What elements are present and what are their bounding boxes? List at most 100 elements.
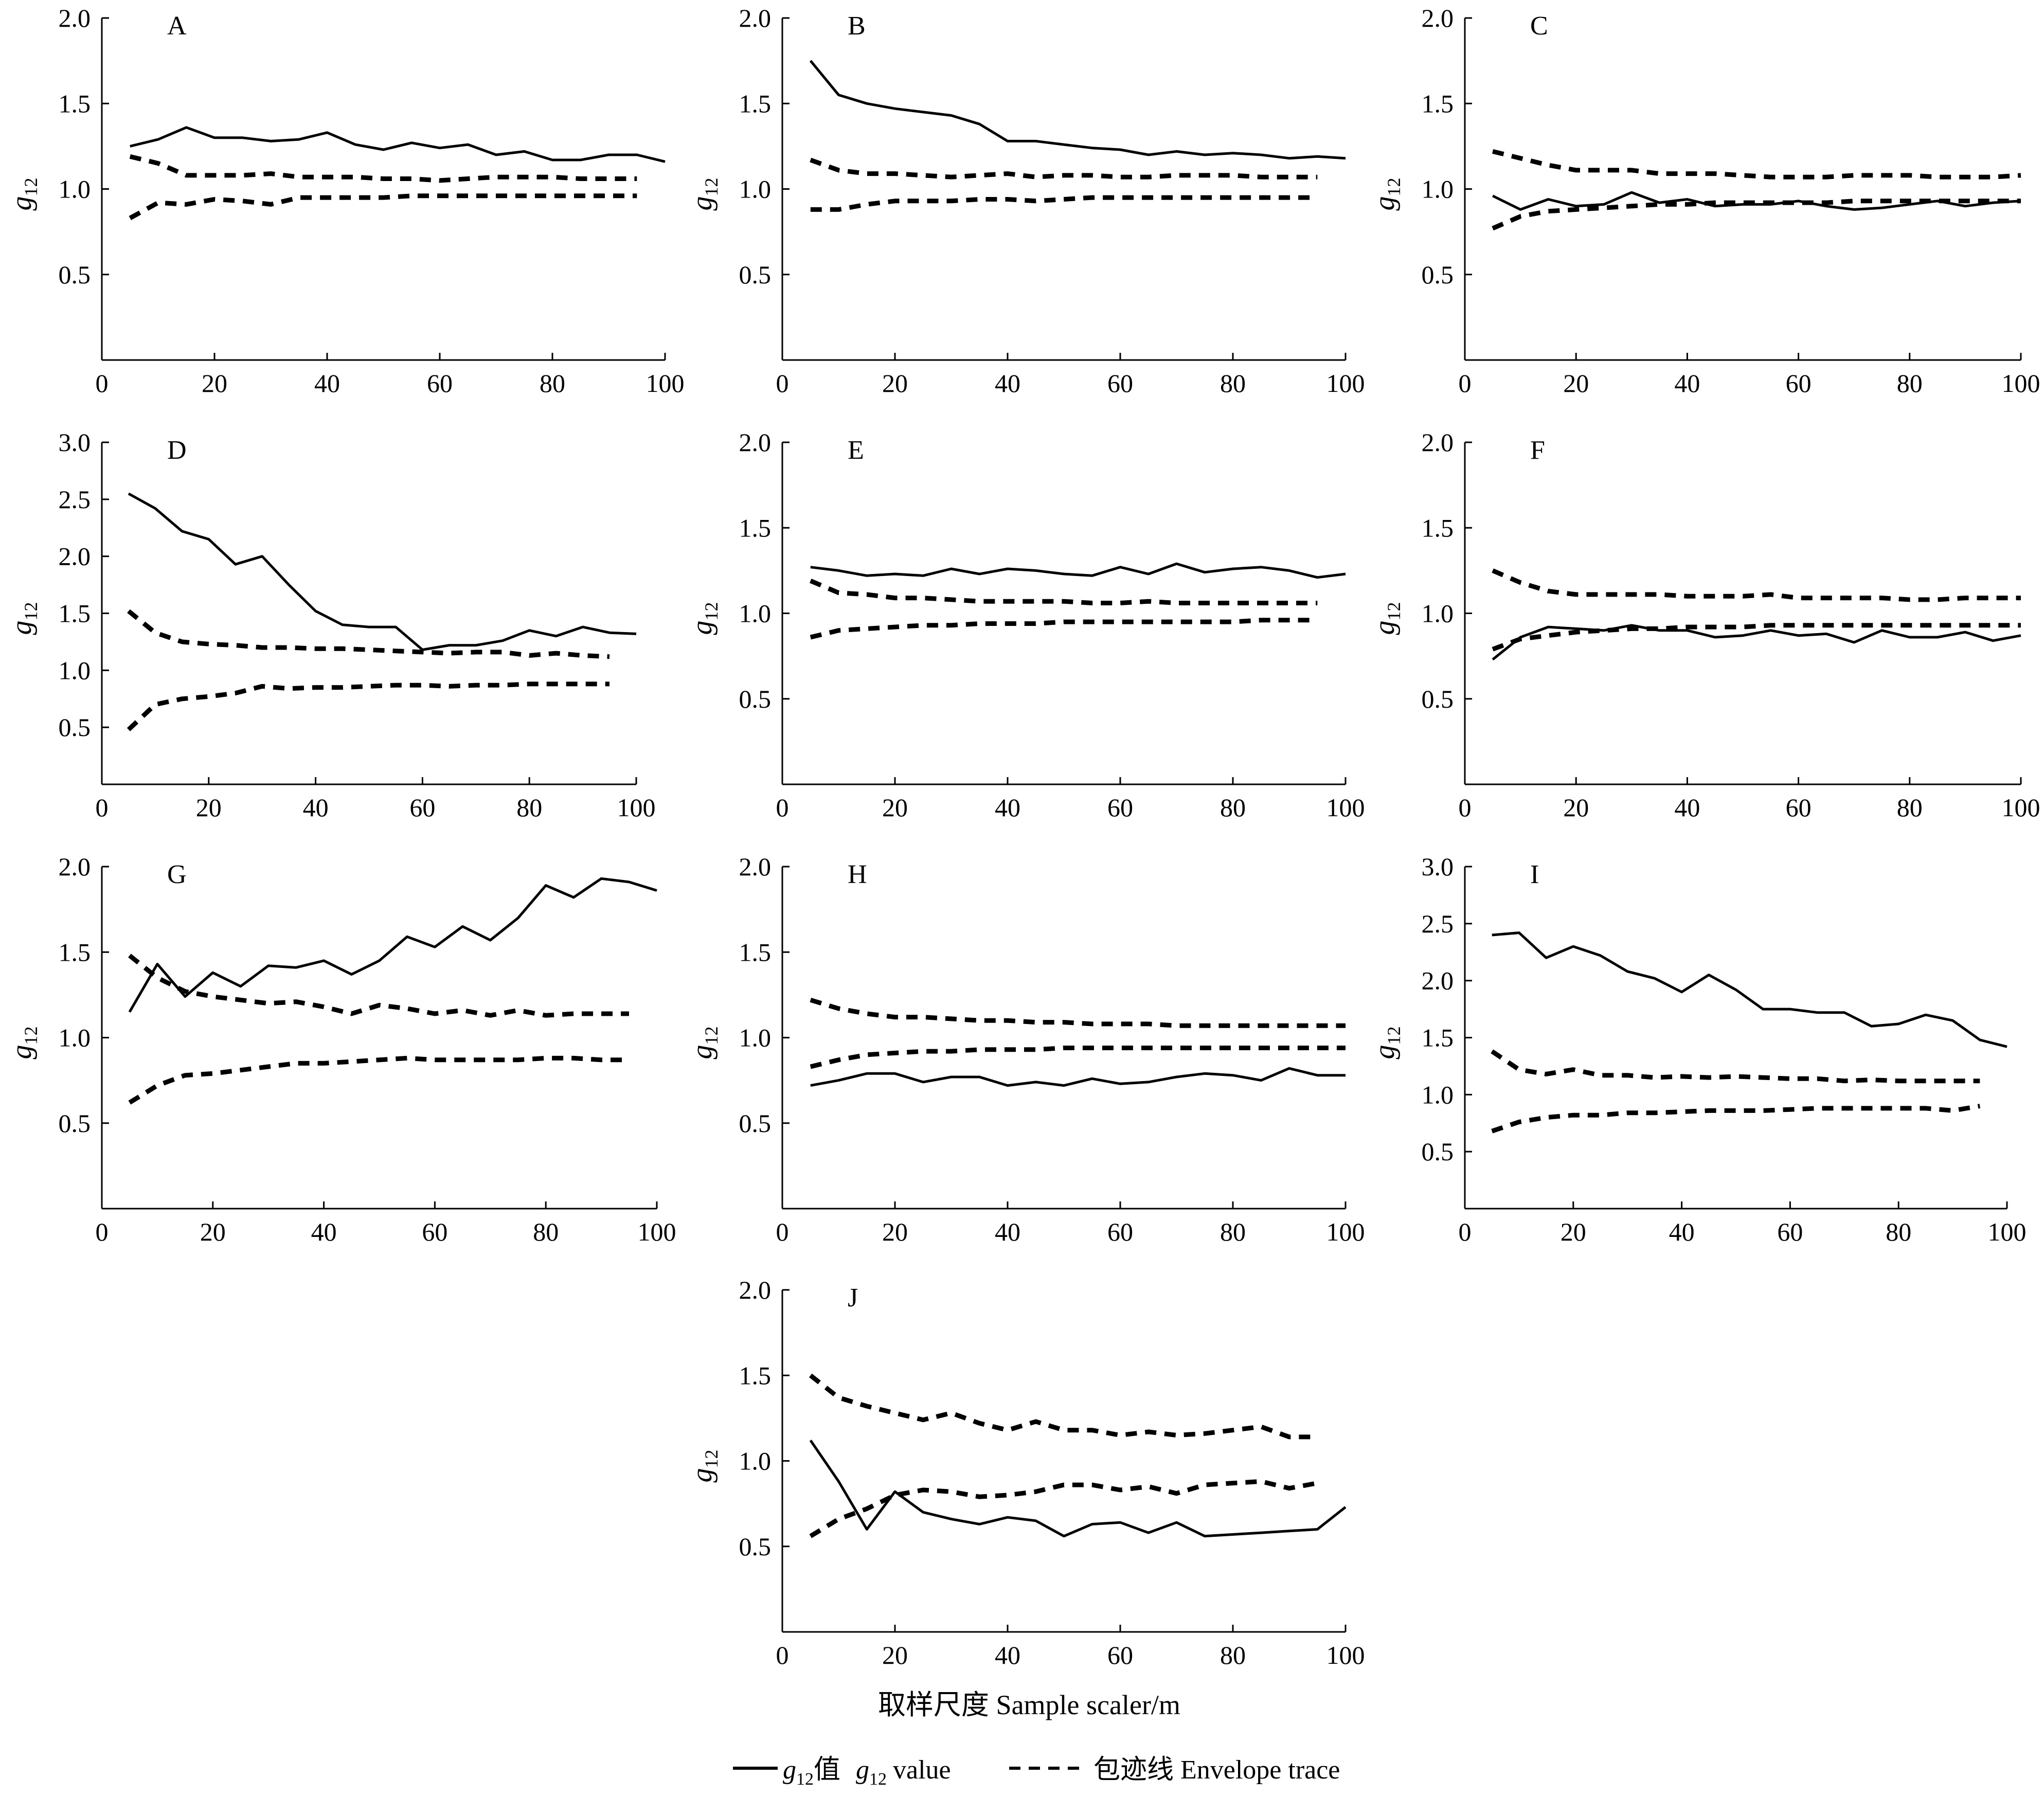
panel-b-y-axis-label-subscript: 12 xyxy=(701,178,722,196)
panel-j-x-tick-label: 60 xyxy=(1107,1641,1133,1669)
panel-b-series-g12-line xyxy=(809,60,1346,160)
panel-i-y-axis-label: g12 xyxy=(1369,1027,1404,1059)
panel-g-y-tick-label: 1.5 xyxy=(59,938,91,966)
panel-c-y-tick-label: 2.0 xyxy=(1422,4,1454,32)
panel-a-y-axis-label: g12 xyxy=(6,178,41,211)
panel-a-x-tick-label: 20 xyxy=(202,369,227,398)
panel-c-y-tick-label: 0.5 xyxy=(1422,260,1454,289)
panel-a-y-tick-label: 2.0 xyxy=(59,4,91,32)
panel-i-y-axis-label-symbol: g xyxy=(1369,1045,1401,1059)
panel-c-x-tick-label: 100 xyxy=(2002,369,2040,398)
panel-c-x-tick-label: 80 xyxy=(1897,369,1923,398)
panel-j-x-tick-label: 100 xyxy=(1326,1641,1365,1669)
panel-h-series-envelope-line-2 xyxy=(810,1046,1346,1069)
panel-d-series-g12-line xyxy=(128,492,637,651)
panel-f-x-tick-label: 60 xyxy=(1786,793,1812,822)
panel-g-series-envelope-line-2 xyxy=(128,1055,629,1105)
panel-i-x-tick-label: 100 xyxy=(1988,1217,2027,1246)
panel-h-y-tick-label: 0.5 xyxy=(739,1109,772,1138)
panel-f-y-tick-label: 2.0 xyxy=(1422,428,1454,457)
panel-g-x-tick-label: 0 xyxy=(96,1217,109,1246)
panel-g-y-tick-label: 0.5 xyxy=(59,1109,91,1138)
panel-g-x-tick-label: 60 xyxy=(422,1217,447,1246)
legend-g-tail: value xyxy=(893,1755,951,1785)
panel-e-y-tick-label: 1.5 xyxy=(739,513,772,542)
panel-b-y-tick-label: 1.5 xyxy=(739,89,772,118)
panel-d-y-tick-label: 1.5 xyxy=(59,599,91,628)
panel-e-y-axis-label-symbol: g xyxy=(686,621,718,635)
panel-e-x-tick-label: 60 xyxy=(1107,793,1133,822)
panel-c-y-tick-label: 1.5 xyxy=(1422,89,1454,118)
x-axis-title: 取样尺度 Sample scaler/m xyxy=(878,1690,1180,1720)
panel-f-y-tick-label: 1.5 xyxy=(1422,513,1454,542)
panel-d-x-tick-label: 40 xyxy=(303,793,329,822)
panel-c-y-axis-label-symbol: g xyxy=(1369,196,1401,211)
panel-i-letter: I xyxy=(1530,860,1539,889)
panel-c-x-tick-label: 40 xyxy=(1674,369,1700,398)
panel-f-series-g12-line xyxy=(1492,624,2021,661)
panel-j-y-tick-label: 2.0 xyxy=(739,1275,772,1304)
panel-d-x-tick-label: 80 xyxy=(516,793,542,822)
panel-a-x-tick-label: 0 xyxy=(96,369,109,398)
panel-g-series-envelope-line-1 xyxy=(128,954,629,1018)
panel-i-x-tick-label: 60 xyxy=(1777,1217,1803,1246)
panel-b-letter: B xyxy=(848,11,866,41)
panel-e-y-axis-label-subscript: 12 xyxy=(701,602,722,621)
panel-i-x-tick-label: 80 xyxy=(1886,1217,1911,1246)
panel-b-x-tick-label: 100 xyxy=(1326,369,1365,398)
panel-i-x-tick-label: 40 xyxy=(1669,1217,1695,1246)
panel-j-y-tick-label: 1.0 xyxy=(739,1447,772,1476)
panel-b-y-tick-label: 0.5 xyxy=(739,260,772,289)
panel-c-series-envelope-line-1 xyxy=(1492,149,2021,179)
legend: g12值 g12 value 包迹线 Envelope trace xyxy=(733,1755,1340,1789)
panel-c-y-tick-label: 1.0 xyxy=(1422,175,1454,204)
panel-j-x-tick-label: 0 xyxy=(776,1641,789,1669)
panel-a-series-envelope-line-2 xyxy=(129,193,637,220)
panel-f-y-axis-label-symbol: g xyxy=(1369,621,1401,635)
panel-e-x-tick-label: 20 xyxy=(882,793,908,822)
panel-j-y-axis-label-subscript: 12 xyxy=(701,1450,722,1468)
panel-e-series-envelope-line-1 xyxy=(810,579,1318,605)
panel-i-series-g12-line xyxy=(1492,931,2007,1048)
panel-g-x-tick-label: 100 xyxy=(638,1217,676,1246)
panel-h-x-tick-label: 0 xyxy=(776,1217,789,1246)
panel-e-letter: E xyxy=(848,436,864,465)
panel-a-x-tick-label: 100 xyxy=(646,369,685,398)
panel-h-x-tick-label: 100 xyxy=(1326,1217,1365,1246)
legend-envelope-label: 包迹线 Envelope trace xyxy=(1093,1755,1340,1785)
panel-d-y-axis-label-subscript: 12 xyxy=(21,602,41,621)
panel-f-x-tick-label: 100 xyxy=(2002,793,2040,822)
panel-b-y-axis-label-symbol: g xyxy=(686,196,718,211)
panel-d-y-tick-label: 0.5 xyxy=(59,713,91,742)
panel-f-y-axis-label-subscript: 12 xyxy=(1384,602,1404,621)
panel-i-series-envelope-line-1 xyxy=(1491,1049,1980,1084)
panel-c-series-g12-line xyxy=(1492,191,2021,211)
panel-h-series-g12-line xyxy=(810,1067,1346,1087)
panel-d-y-axis-label: g12 xyxy=(6,602,41,635)
panel-d-y-tick-label: 1.0 xyxy=(59,656,91,685)
panel-j-x-tick-label: 80 xyxy=(1220,1641,1246,1669)
panel-b-x-tick-label: 0 xyxy=(776,369,789,398)
panel-b-y-tick-label: 1.0 xyxy=(739,175,772,204)
panel-d-y-tick-label: 2.0 xyxy=(59,542,91,571)
panel-e-y-tick-label: 2.0 xyxy=(739,428,772,457)
panel-h-y-axis-label: g12 xyxy=(686,1027,722,1059)
panel-g-y-tick-label: 1.0 xyxy=(59,1023,91,1052)
panel-g-x-tick-label: 40 xyxy=(311,1217,337,1246)
legend-g-subscript-2: 12 xyxy=(869,1770,887,1789)
panel-d-series-envelope-line-2 xyxy=(127,681,609,731)
panel-f-x-tick-label: 0 xyxy=(1459,793,1472,822)
panel-g-y-tick-label: 2.0 xyxy=(59,852,91,881)
panel-d-letter: D xyxy=(167,436,187,465)
panel-a-y-axis-label-symbol: g xyxy=(6,196,38,211)
panel-g-x-tick-label: 80 xyxy=(533,1217,559,1246)
panel-h-x-tick-label: 60 xyxy=(1107,1217,1133,1246)
panel-h-series-envelope-line-1 xyxy=(810,997,1346,1028)
panel-c-letter: C xyxy=(1530,11,1548,41)
panel-a-y-tick-label: 1.0 xyxy=(59,175,91,204)
